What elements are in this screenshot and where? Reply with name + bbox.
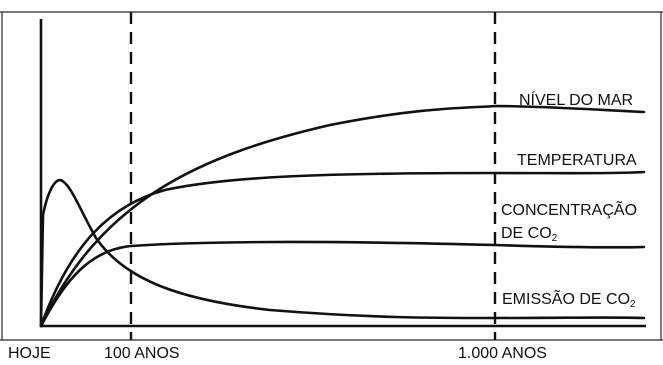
label-emission: EMISSÃO DE CO2 xyxy=(502,288,636,310)
tick-100-anos: 100 ANOS xyxy=(104,345,180,362)
label-emission-prefix: EMISSÃO DE CO xyxy=(502,288,630,308)
co2-concentration-curve xyxy=(39,240,646,328)
label-emission-subscript: 2 xyxy=(630,299,636,310)
label-concentration-line1: CONCENTRAÇÃO xyxy=(501,199,637,219)
label-concentration-subscript: 2 xyxy=(552,233,558,244)
co2-emission-curve xyxy=(39,178,646,328)
label-concentration-line2: DE CO2 xyxy=(501,225,558,244)
tick-hoje: HOJE xyxy=(8,345,51,362)
temperature-curve xyxy=(39,170,646,328)
tick-1000-anos: 1.000 ANOS xyxy=(458,345,547,362)
label-concentration-prefix: DE CO xyxy=(501,225,552,242)
sea-level-curve xyxy=(39,104,646,328)
label-sea-level: NÍVEL DO MAR xyxy=(519,90,633,109)
label-temperature: TEMPERATURA xyxy=(517,152,637,169)
